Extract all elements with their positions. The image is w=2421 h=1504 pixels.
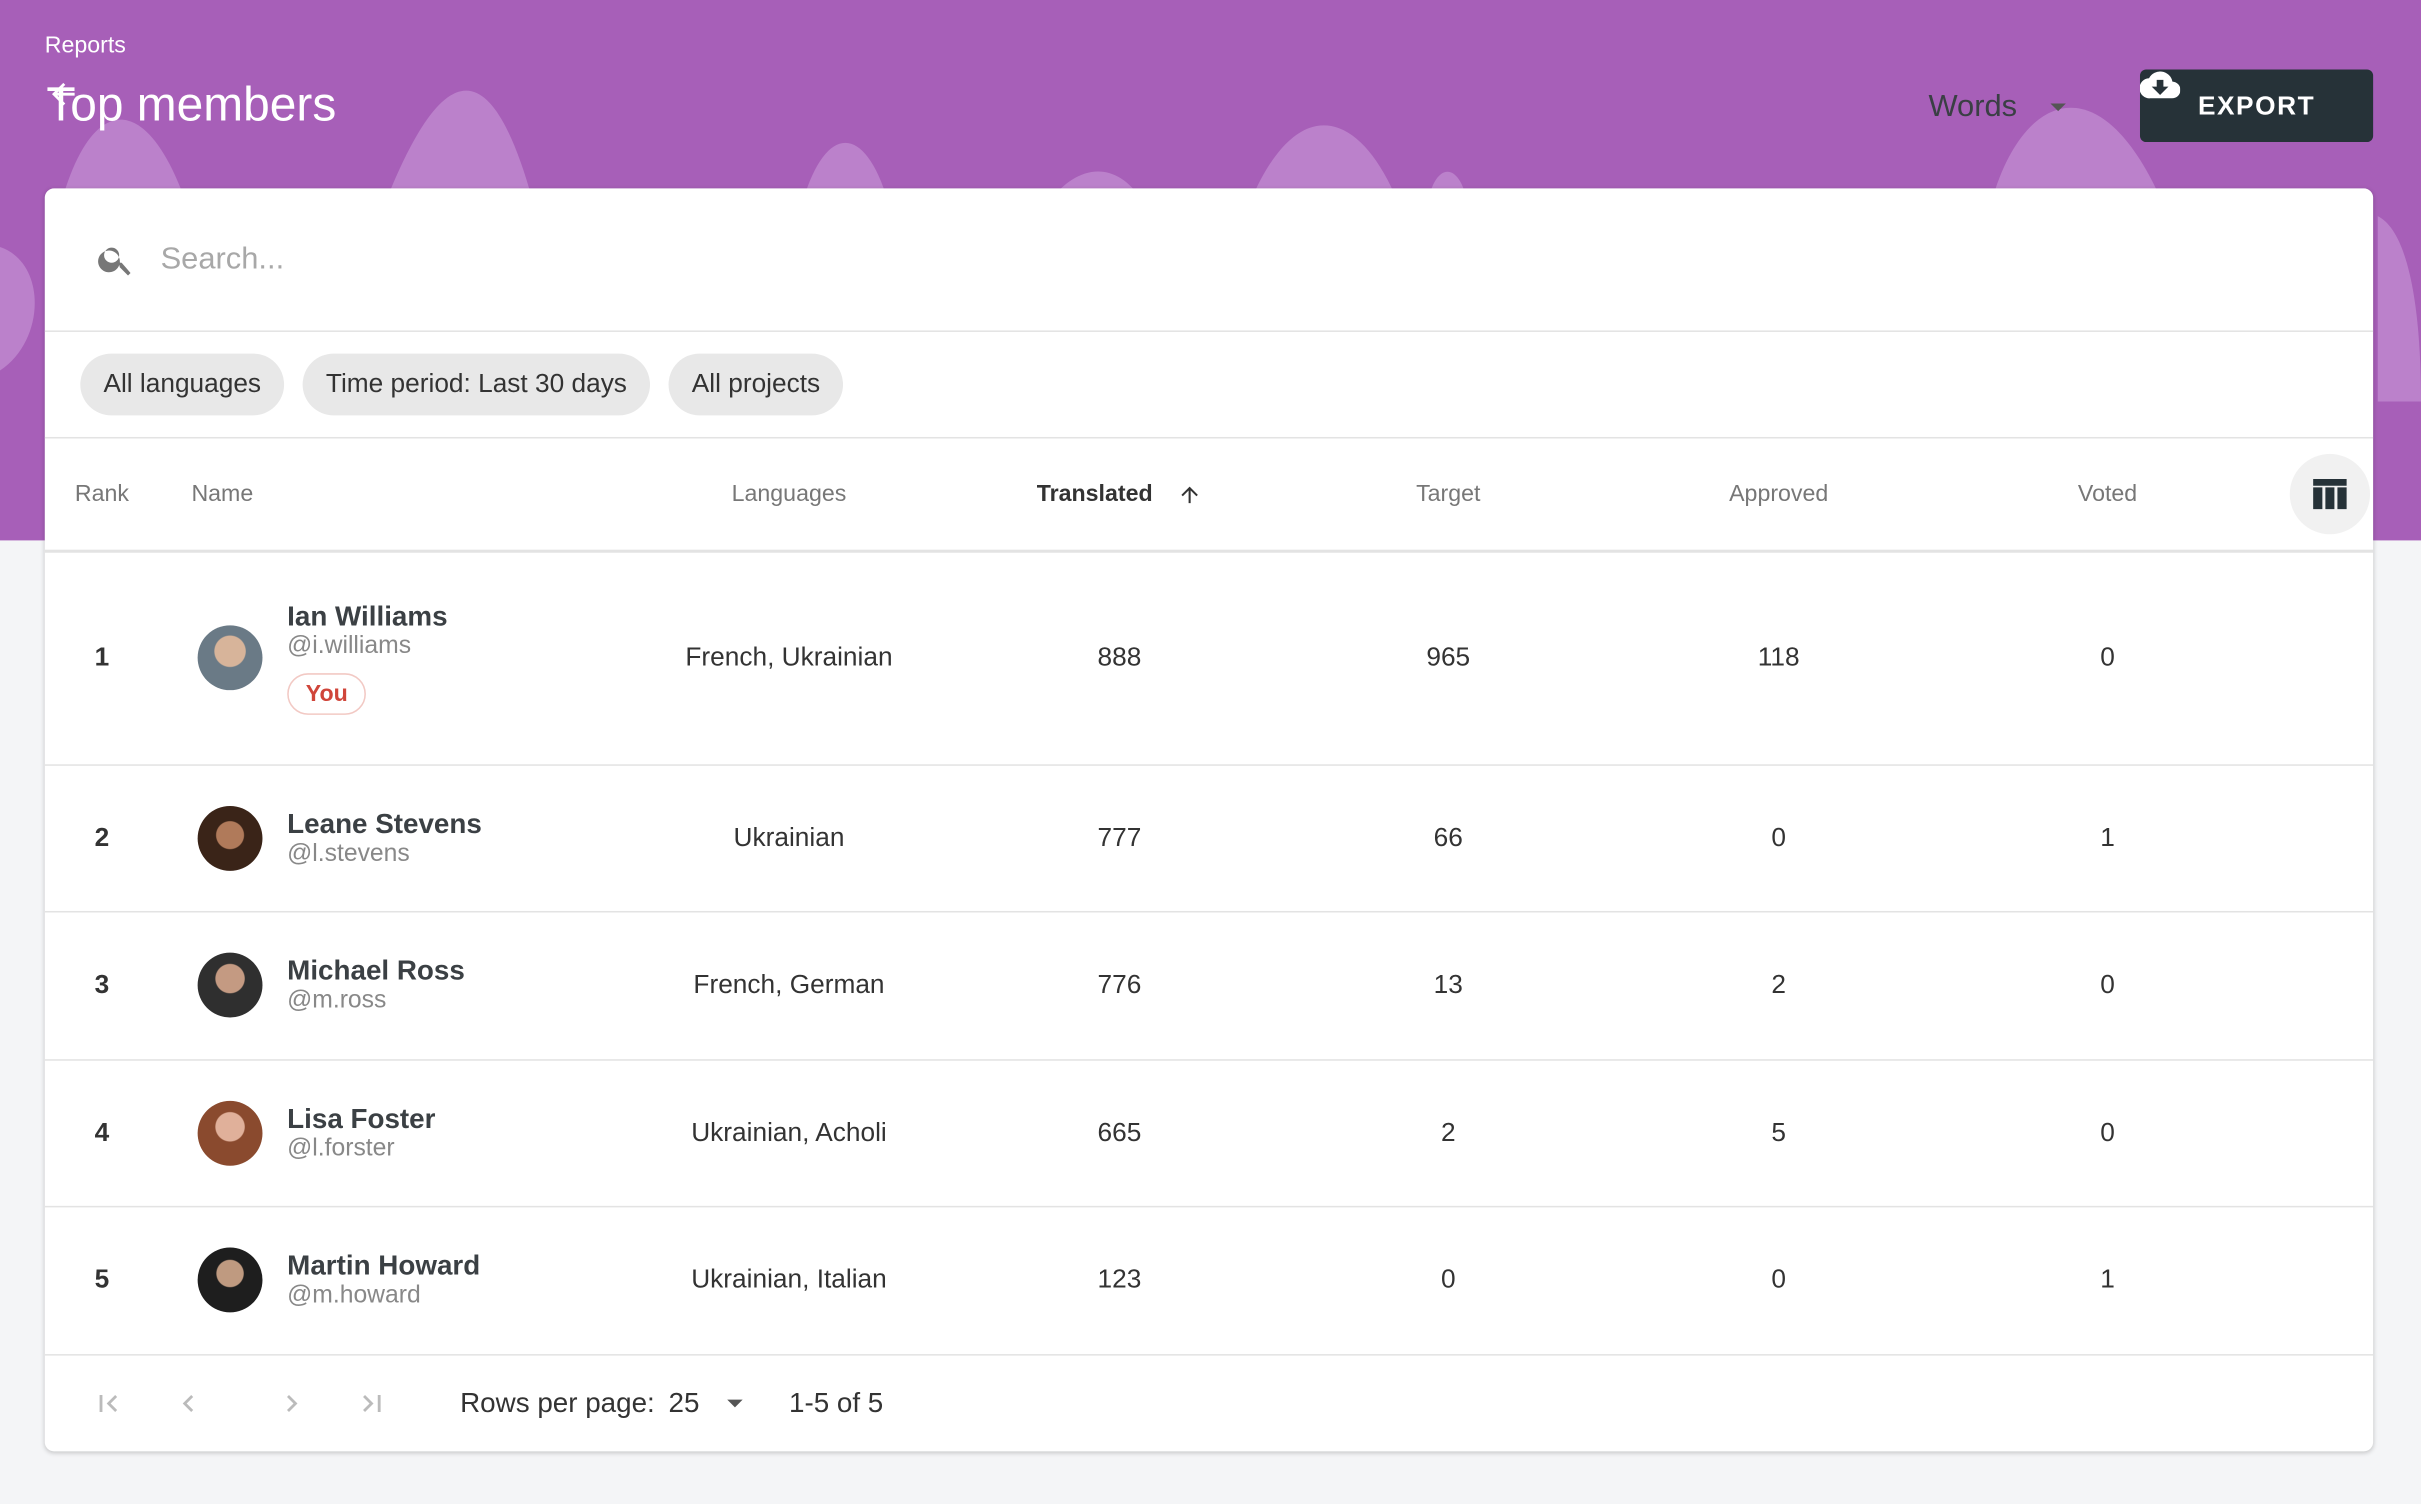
- you-badge: You: [287, 673, 367, 715]
- member-username: @i.williams: [287, 633, 412, 660]
- first-page-icon[interactable]: [91, 1386, 125, 1420]
- rank: 2: [94, 822, 110, 852]
- languages: French, Ukrainian: [685, 642, 893, 672]
- filter-time-period[interactable]: Time period: Last 30 days: [302, 353, 651, 416]
- decorative-waves: [0, 90, 2421, 402]
- member-info: Ian Williams @i.williams You: [287, 600, 448, 715]
- filter-projects[interactable]: All projects: [668, 353, 844, 416]
- arrow-up-icon: [1181, 485, 1198, 503]
- voted: 0: [2100, 1117, 2115, 1147]
- metric-select-value: Words: [1928, 89, 2018, 124]
- table-row[interactable]: 2 Leane Stevens @l.stevens Ukrainian 777…: [44, 764, 2374, 913]
- col-rank[interactable]: Rank: [74, 480, 129, 508]
- rank: 1: [94, 642, 110, 672]
- search-bar: [44, 188, 2374, 332]
- page-range: 1-5 of 5: [788, 1386, 884, 1418]
- approved: 0: [1771, 822, 1786, 852]
- col-translated[interactable]: Translated: [1037, 481, 1202, 507]
- languages: Ukrainian, Italian: [691, 1264, 887, 1294]
- voted: 1: [2100, 822, 2115, 852]
- filter-languages[interactable]: All languages: [80, 353, 285, 416]
- member-info: Michael Ross @m.ross: [287, 955, 465, 1015]
- target: 66: [1433, 822, 1463, 852]
- target: 0: [1440, 1264, 1456, 1294]
- next-page-icon[interactable]: [275, 1386, 309, 1420]
- voted: 1: [2100, 1264, 2115, 1294]
- approved: 0: [1771, 1264, 1786, 1294]
- avatar: [197, 1100, 263, 1165]
- col-languages[interactable]: Languages: [731, 480, 847, 508]
- voted: 0: [2100, 642, 2115, 672]
- avatar: [197, 625, 263, 691]
- approved: 2: [1771, 969, 1786, 999]
- member-username: @m.ross: [287, 987, 387, 1014]
- rows-per-page-select[interactable]: 25: [669, 1387, 743, 1419]
- member-name[interactable]: Leane Stevens: [287, 807, 482, 839]
- last-page-icon[interactable]: [355, 1386, 389, 1420]
- rank: 4: [94, 1117, 110, 1147]
- member-info: Martin Howard @m.howard: [287, 1250, 480, 1310]
- col-voted[interactable]: Voted: [2077, 480, 2138, 508]
- translated: 888: [1097, 642, 1142, 672]
- col-approved[interactable]: Approved: [1729, 480, 1829, 508]
- languages: Ukrainian, Acholi: [691, 1117, 887, 1147]
- target: 13: [1433, 969, 1463, 999]
- page-title: Top members: [46, 77, 336, 133]
- target: 2: [1440, 1117, 1456, 1147]
- table-row[interactable]: 5 Martin Howard @m.howard Ukrainian, Ita…: [44, 1206, 2374, 1356]
- translated: 776: [1097, 969, 1142, 999]
- metric-select[interactable]: Words: [1928, 89, 2067, 126]
- page-title-text: Top members: [46, 77, 337, 132]
- avatar: [197, 805, 263, 871]
- table-header: Rank Name Languages Translated Target Ap…: [44, 438, 2374, 553]
- search-input[interactable]: [157, 240, 1091, 279]
- pagination: Rows per page: 25 1-5 of 5: [45, 1354, 2373, 1451]
- target: 965: [1426, 642, 1471, 672]
- languages: French, German: [693, 969, 885, 999]
- col-name[interactable]: Name: [191, 480, 254, 508]
- filter-chips: All languages Time period: Last 30 days …: [44, 332, 2374, 439]
- member-name[interactable]: Lisa Foster: [287, 1102, 436, 1134]
- column-settings-button[interactable]: [2289, 453, 2371, 535]
- chevron-down-icon: [727, 1398, 743, 1407]
- back-arrow-icon[interactable]: [46, 77, 80, 111]
- translated: 777: [1097, 822, 1142, 852]
- approved: 118: [1757, 642, 1800, 672]
- members-card: All languages Time period: Last 30 days …: [44, 188, 2374, 1452]
- translated: 665: [1097, 1117, 1142, 1147]
- col-translated-label: Translated: [1036, 480, 1153, 508]
- search-icon: [98, 247, 131, 276]
- member-username: @l.stevens: [287, 839, 410, 867]
- rank: 5: [94, 1264, 110, 1294]
- col-target[interactable]: Target: [1416, 480, 1481, 508]
- member-username: @l.forster: [287, 1134, 395, 1162]
- translated: 123: [1097, 1264, 1142, 1294]
- member-name[interactable]: Martin Howard: [287, 1249, 481, 1281]
- member-info: Lisa Foster @l.forster: [287, 1102, 435, 1162]
- table-row[interactable]: 1 Ian Williams @i.williams You French, U…: [44, 551, 2374, 766]
- rows-per-page-value: 25: [668, 1386, 700, 1418]
- previous-page-icon[interactable]: [171, 1386, 205, 1420]
- table-columns-icon: [2313, 479, 2347, 510]
- table-row[interactable]: 4 Lisa Foster @l.forster Ukrainian, Acho…: [44, 1059, 2374, 1208]
- rank: 3: [94, 969, 110, 999]
- table-row[interactable]: 3 Michael Ross @m.ross French, German 77…: [44, 911, 2374, 1061]
- member-name[interactable]: Michael Ross: [287, 954, 465, 986]
- breadcrumb[interactable]: Reports: [44, 32, 126, 59]
- approved: 5: [1771, 1117, 1786, 1147]
- avatar: [197, 952, 263, 1018]
- member-info: Leane Stevens @l.stevens: [287, 808, 482, 868]
- member-username: @m.howard: [287, 1282, 421, 1309]
- voted: 0: [2100, 969, 2115, 999]
- chevron-down-icon: [2051, 103, 2067, 112]
- rows-per-page-label: Rows per page:: [460, 1386, 655, 1418]
- member-name[interactable]: Ian Williams: [287, 600, 448, 632]
- export-button[interactable]: EXPORT: [2139, 69, 2374, 143]
- avatar: [197, 1247, 263, 1313]
- export-label: EXPORT: [2197, 90, 2316, 120]
- languages: Ukrainian: [733, 822, 845, 852]
- cloud-download-icon: [2139, 71, 2181, 99]
